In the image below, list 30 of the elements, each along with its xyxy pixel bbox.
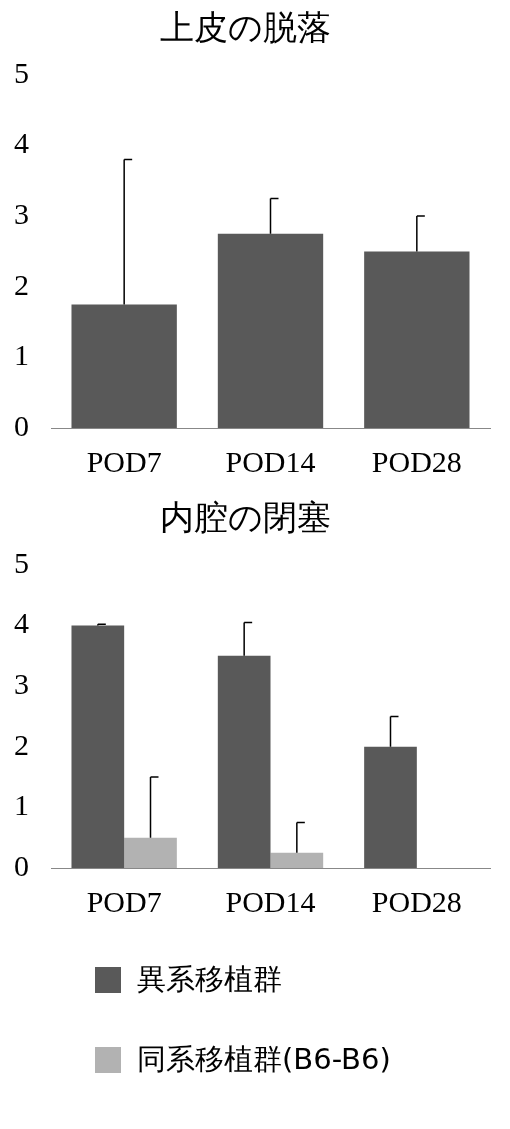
x-tick-label: POD7 <box>86 444 162 478</box>
x-tick-label: POD28 <box>371 444 462 478</box>
y-tick-label: 4 <box>14 606 29 640</box>
x-tick-label: POD7 <box>86 884 162 918</box>
legend-label: 異系移植群 <box>137 961 282 998</box>
legend-label: 同系移植群(B6-B6) <box>137 1041 391 1078</box>
y-tick-label: 3 <box>14 666 29 700</box>
y-tick-label: 5 <box>14 545 29 579</box>
bar <box>217 655 271 868</box>
y-tick-label: 4 <box>14 126 29 160</box>
y-tick-label: 1 <box>14 338 29 372</box>
bar <box>124 837 177 868</box>
y-tick-label: 3 <box>14 196 29 230</box>
y-tick-label: 5 <box>14 55 29 89</box>
bar <box>364 251 470 428</box>
y-tick-label: 0 <box>14 848 29 882</box>
chart-title: 上皮の脱落 <box>159 7 331 48</box>
x-tick-label: POD14 <box>225 444 316 478</box>
y-tick-label: 2 <box>14 727 29 761</box>
bar <box>270 852 324 868</box>
chart-title: 内腔の閉塞 <box>159 497 331 538</box>
x-tick-label: POD28 <box>371 884 462 918</box>
bar <box>71 625 125 868</box>
x-tick-label: POD14 <box>225 884 316 918</box>
y-tick-label: 1 <box>14 788 29 822</box>
y-tick-label: 2 <box>14 267 29 301</box>
bar <box>217 233 324 428</box>
bar <box>364 746 417 868</box>
bar <box>71 304 177 428</box>
y-tick-label: 0 <box>14 408 29 442</box>
